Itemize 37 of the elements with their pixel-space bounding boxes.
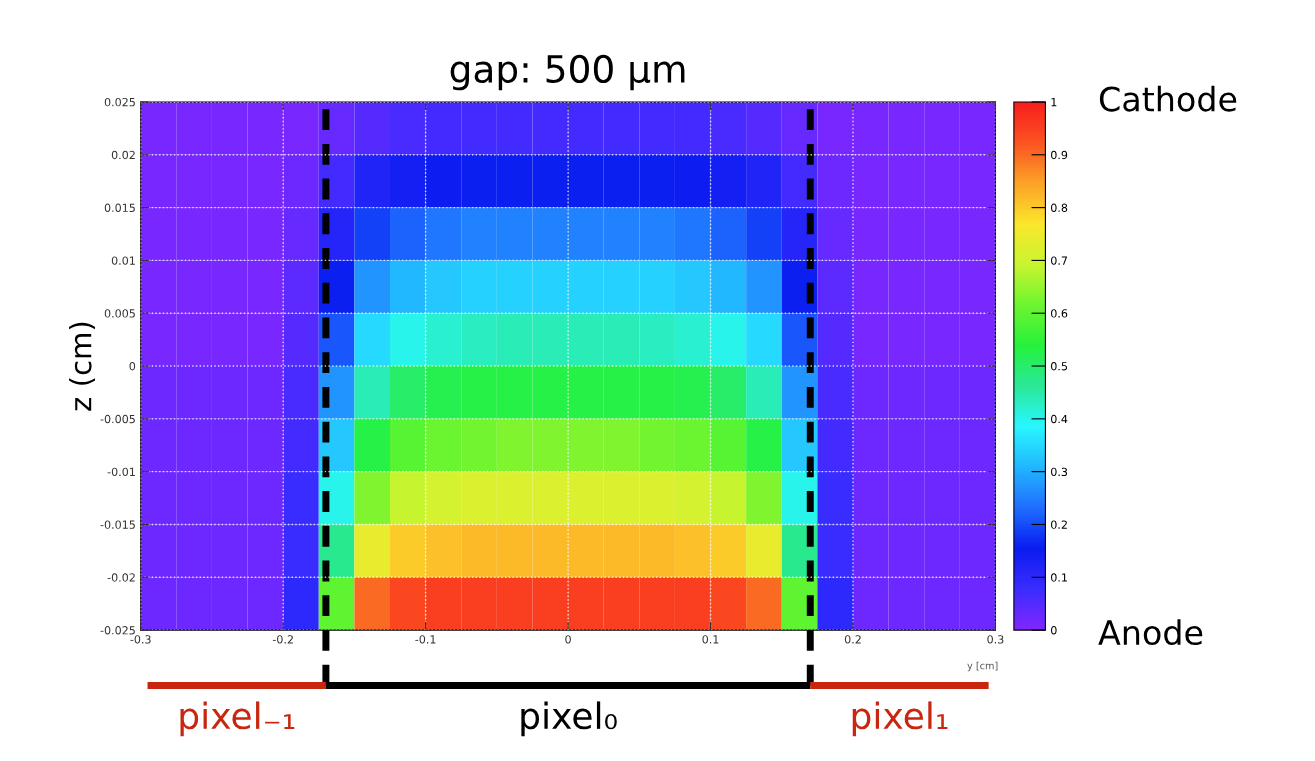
y-tick-label: 0.005 bbox=[104, 309, 135, 318]
x-tick-label: 0.1 bbox=[702, 635, 719, 644]
x-tick-label: -0.2 bbox=[272, 635, 293, 644]
color-bar-label: 0.8 bbox=[1051, 203, 1068, 212]
color-bar-label: 0.1 bbox=[1051, 573, 1067, 582]
y-tick-label: -0.005 bbox=[100, 414, 135, 424]
color-bar-label: 0.7 bbox=[1051, 256, 1068, 265]
x-axis-title: y [cm] bbox=[967, 661, 998, 672]
y-tick-label: 0.01 bbox=[111, 256, 135, 265]
y-tick-label: -0.015 bbox=[100, 520, 135, 529]
y-tick-label: 0.015 bbox=[104, 203, 135, 212]
y-tick-label: -0.02 bbox=[107, 573, 135, 582]
color-bar-label: 1 bbox=[1051, 98, 1057, 107]
text: Cathode bbox=[1099, 85, 1237, 112]
x-tick-label: 0 bbox=[565, 635, 571, 644]
color-bar-label: 0.2 bbox=[1051, 520, 1067, 529]
color-bar-label: 0 bbox=[1051, 626, 1057, 635]
chart-title: gap: 500 μm bbox=[450, 54, 685, 91]
text: pixel₋₁ bbox=[180, 701, 295, 737]
color-bar-label: 0.6 bbox=[1051, 309, 1068, 318]
color-bar-label: 0.5 bbox=[1051, 362, 1067, 371]
y-axis-title: z (cm) bbox=[69, 322, 96, 411]
y-tick-label: 0.025 bbox=[104, 97, 135, 107]
y-tick-label: -0.025 bbox=[100, 626, 135, 635]
text: pixel₀ bbox=[521, 701, 617, 737]
x-tick-label: -0.3 bbox=[130, 635, 151, 644]
x-tick-label: 0.3 bbox=[987, 635, 1004, 644]
color-bar-label: 0.3 bbox=[1051, 467, 1068, 477]
y-tick-label: 0 bbox=[129, 362, 136, 371]
x-tick-label: -0.1 bbox=[415, 635, 436, 644]
text: pixel₁ bbox=[852, 701, 948, 737]
color-bar-label: 0.9 bbox=[1051, 150, 1068, 160]
text: Anode bbox=[1098, 619, 1203, 646]
x-tick-label: 0.2 bbox=[844, 635, 861, 644]
color-bar-label: 0.4 bbox=[1051, 414, 1068, 424]
y-tick-label: 0.02 bbox=[111, 150, 135, 160]
y-tick-label: -0.01 bbox=[107, 467, 135, 477]
